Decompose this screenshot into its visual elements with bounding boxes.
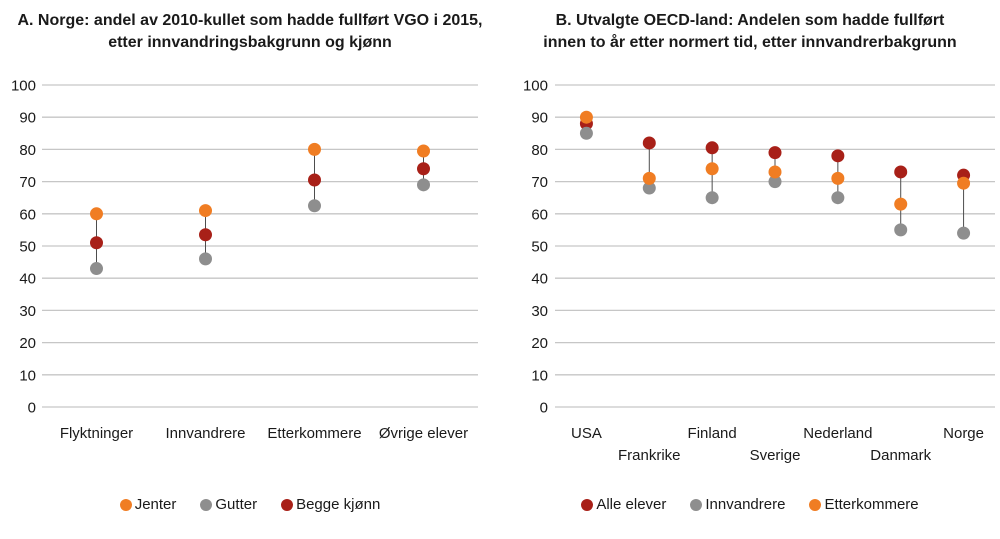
legend-item-etterkommere: Etterkommere — [809, 496, 919, 513]
legend-label-innvandrere: Innvandrere — [705, 496, 786, 513]
y-tick-label: 70 — [531, 174, 548, 191]
panel-b-title-line2: innen to år etter normert tid, etter inn… — [543, 33, 957, 51]
data-point-etterkommere-norge — [957, 176, 971, 190]
category-label-usa: USA — [571, 425, 602, 442]
data-point-innvandrere-usa — [579, 126, 593, 140]
legend-dot-alle-elever — [581, 498, 594, 511]
y-tick-label: 90 — [531, 110, 548, 127]
legend-label-etterkommere: Etterkommere — [824, 496, 919, 513]
data-point-gutter-innvandrere — [199, 252, 212, 266]
data-point-alle-elever-frankrike — [642, 136, 656, 150]
y-tick-label: 0 — [28, 400, 36, 417]
category-label-sverige: Sverige — [750, 447, 801, 464]
legend-label-gutter: Gutter — [215, 496, 258, 513]
category-label-frankrike: Frankrike — [618, 447, 681, 464]
panel-b-title: B. Utvalgte OECD-land: Andelen som hadde… — [500, 10, 1000, 53]
legend-item-alle-elever: Alle elever — [581, 496, 666, 513]
legend-label-begge-kj-nn: Begge kjønn — [296, 496, 381, 513]
legend-label-jenter: Jenter — [134, 496, 177, 513]
data-point-alle-elever-finland — [705, 141, 719, 155]
y-tick-label: 80 — [531, 142, 548, 159]
data-point-alle-elever-nederland — [831, 149, 845, 163]
data-point-alle-elever-sverige — [768, 146, 782, 160]
legend-dot-begge-kj-nn — [281, 498, 294, 511]
y-tick-label: 0 — [540, 400, 548, 417]
category-label-etterkommere: Etterkommere — [267, 425, 361, 442]
panel-a-title: A. Norge: andel av 2010-kullet som hadde… — [0, 10, 500, 53]
y-tick-label: 30 — [19, 303, 36, 320]
legend-dot-etterkommere — [809, 498, 822, 511]
data-point-gutter-etterkommere — [308, 199, 321, 213]
data-point-innvandrere-finland — [705, 191, 719, 205]
panel-a-legend: Jenter Gutter Begge kjønn — [0, 496, 500, 513]
data-point-etterkommere-sverige — [768, 165, 782, 179]
data-point-begge-kj-nn-vrige-elever — [417, 162, 430, 176]
legend-item-begge-kj-nn: Begge kjønn — [281, 496, 380, 513]
panel-a-plot: 0 10 20 30 40 50 60 70 80 90 100 Flyktninger Innvand… — [11, 78, 478, 442]
data-point-alle-elever-danmark — [894, 165, 908, 179]
data-point-etterkommere-finland — [705, 162, 719, 176]
y-tick-label: 100 — [11, 78, 36, 95]
y-tick-label: 50 — [531, 239, 548, 256]
data-point-jenter-innvandrere — [199, 204, 212, 218]
legend-item-gutter: Gutter — [200, 496, 257, 513]
data-point-etterkommere-frankrike — [642, 171, 656, 185]
y-tick-label: 20 — [19, 335, 36, 352]
y-tick-label: 60 — [531, 206, 548, 223]
y-tick-label: 50 — [19, 239, 36, 256]
panel-a-title-line2: etter innvandringsbakgrunn og kjønn — [108, 33, 392, 51]
data-point-gutter-vrige-elever — [417, 178, 430, 192]
y-tick-label: 10 — [19, 367, 36, 384]
y-tick-label: 60 — [19, 206, 36, 223]
data-point-innvandrere-norge — [957, 226, 971, 240]
data-point-innvandrere-frankrike — [642, 181, 656, 195]
data-point-begge-kj-nn-etterkommere — [308, 173, 321, 187]
legend-dot-innvandrere — [690, 498, 703, 511]
data-point-begge-kj-nn-flyktninger — [90, 236, 103, 250]
data-point-innvandrere-nederland — [831, 191, 845, 205]
data-point-jenter-etterkommere — [308, 142, 321, 156]
category-label-finland: Finland — [688, 425, 737, 442]
y-tick-label: 70 — [19, 174, 36, 191]
y-tick-label: 40 — [19, 271, 36, 288]
data-point-jenter-flyktninger — [90, 207, 103, 221]
y-tick-label: 100 — [523, 78, 548, 95]
category-label-flyktninger: Flyktninger — [60, 425, 133, 442]
data-point-jenter-vrige-elever — [417, 144, 430, 158]
category-label-nederland: Nederland — [803, 425, 872, 442]
panel-b-legend: Alle elever Innvandrere Etterkommere — [500, 496, 1000, 513]
y-tick-label: 90 — [19, 110, 36, 127]
data-point-etterkommere-danmark — [894, 197, 908, 211]
category-label-vrige-elever: Øvrige elever — [379, 425, 468, 442]
y-tick-label: 30 — [531, 303, 548, 320]
y-tick-label: 80 — [19, 142, 36, 159]
legend-label-alle-elever: Alle elever — [596, 496, 667, 513]
y-tick-label: 20 — [531, 335, 548, 352]
panel-b-plot: 0 10 20 30 40 50 60 70 80 90 100 USA Frankrike Finlan… — [523, 78, 995, 464]
panel-b-title-line1: B. Utvalgte OECD-land: Andelen som hadde… — [555, 12, 945, 29]
data-point-begge-kj-nn-innvandrere — [199, 228, 212, 242]
panel-a-title-line1: A. Norge: andel av 2010-kullet som hadde… — [17, 12, 483, 29]
data-point-gutter-flyktninger — [90, 262, 103, 276]
legend-item-innvandrere: Innvandrere — [690, 496, 785, 513]
data-point-etterkommere-nederland — [831, 171, 845, 185]
y-tick-label: 40 — [531, 271, 548, 288]
legend-dot-gutter — [200, 498, 213, 511]
category-label-innvandrere: Innvandrere — [165, 425, 245, 442]
y-tick-label: 10 — [531, 367, 548, 384]
legend-item-jenter: Jenter — [119, 496, 177, 513]
category-label-danmark: Danmark — [870, 447, 931, 464]
data-point-innvandrere-danmark — [894, 223, 908, 237]
data-point-innvandrere-sverige — [768, 175, 782, 189]
data-point-etterkommere-usa — [579, 110, 593, 124]
legend-dot-jenter — [119, 498, 132, 511]
category-label-norge: Norge — [943, 425, 984, 442]
